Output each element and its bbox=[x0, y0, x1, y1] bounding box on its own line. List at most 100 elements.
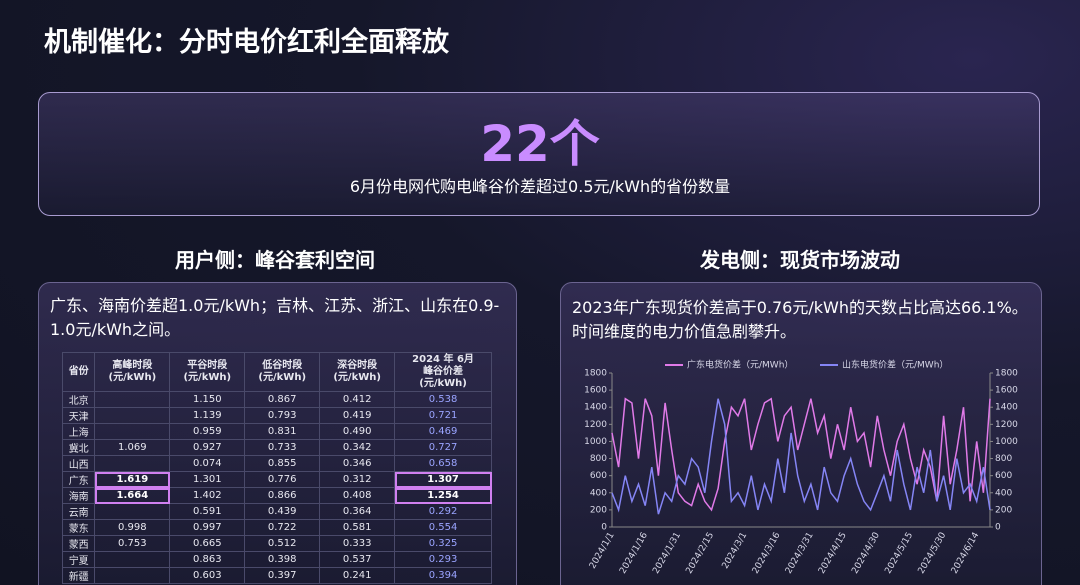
table-cell: 0.866 bbox=[244, 487, 321, 504]
left-note: 广东、海南价差超1.0元/kWh；吉林、江苏、浙江、山东在0.9-1.0元/kW… bbox=[50, 296, 500, 339]
table-row: 北京 1.150 0.867 0.412 0.538 bbox=[61, 391, 492, 408]
table-row: 天津 1.139 0.793 0.419 0.721 bbox=[61, 407, 492, 424]
y2-tick-label: 200 bbox=[995, 505, 1012, 515]
column-header: 省份 bbox=[61, 352, 96, 392]
column-header: 2024 年 6月 峰谷价差 (元/kWh) bbox=[394, 352, 492, 392]
table-cell: 北京 bbox=[61, 391, 96, 408]
table-cell: 1.150 bbox=[169, 391, 246, 408]
table-row: 新疆 0.603 0.397 0.241 0.394 bbox=[61, 567, 492, 584]
table-cell: 新疆 bbox=[61, 567, 96, 584]
x-tick-label: 2024/4/30 bbox=[850, 531, 882, 576]
table-cell: 冀北 bbox=[61, 439, 96, 456]
table-cell: 0.733 bbox=[244, 439, 321, 456]
table-cell: 0.581 bbox=[319, 519, 396, 536]
column-header: 高峰时段 (元/kWh) bbox=[94, 352, 171, 392]
x-tick-label: 2024/5/30 bbox=[917, 531, 949, 576]
banner-caption: 6月份电网代购电峰谷价差超过0.5元/kWh的省份数量 bbox=[349, 177, 731, 196]
right-panel bbox=[560, 282, 1042, 585]
y2-tick-label: 800 bbox=[995, 454, 1012, 464]
table-cell bbox=[94, 455, 171, 472]
table-cell: 0.293 bbox=[394, 551, 492, 568]
legend-label: 山东电货价差（元/MWh） bbox=[842, 359, 948, 371]
left-heading: 用户侧：峰谷套利空间 bbox=[175, 248, 375, 272]
table-cell: 0.538 bbox=[394, 391, 492, 408]
table-cell: 0.722 bbox=[244, 519, 321, 536]
table-cell: 0.292 bbox=[394, 503, 492, 520]
table-cell: 山西 bbox=[61, 455, 96, 472]
column-header: 低谷时段 (元/kWh) bbox=[244, 352, 321, 392]
title: 机制催化：分时电价红利全面释放 bbox=[44, 27, 449, 58]
y2-tick-label: 1000 bbox=[995, 437, 1018, 447]
table-cell: 1.619 bbox=[94, 471, 171, 488]
y-tick-label: 1800 bbox=[584, 369, 607, 379]
y-tick-label: 200 bbox=[590, 505, 607, 515]
table-cell: 0.346 bbox=[319, 455, 396, 472]
table-row: 广东 1.619 1.301 0.776 0.312 1.307 bbox=[61, 471, 492, 488]
table-cell: 0.394 bbox=[394, 567, 492, 584]
table-cell: 0.408 bbox=[319, 487, 396, 504]
table-cell: 0.333 bbox=[319, 535, 396, 552]
table-cell: 0.665 bbox=[169, 535, 246, 552]
y-tick-label: 1600 bbox=[584, 386, 607, 396]
table-cell: 1.139 bbox=[169, 407, 246, 424]
x-tick-label: 2024/1/31 bbox=[651, 531, 683, 576]
table-cell: 海南 bbox=[61, 487, 96, 504]
x-tick-label: 2024/1/1 bbox=[588, 531, 617, 571]
table-cell bbox=[94, 551, 171, 568]
column-header: 平谷时段 (元/kWh) bbox=[169, 352, 246, 392]
x-tick-label: 2024/4/15 bbox=[817, 531, 849, 576]
table-cell: 0.793 bbox=[244, 407, 321, 424]
column-header: 深谷时段 (元/kWh) bbox=[319, 352, 396, 392]
table-cell bbox=[94, 567, 171, 584]
y-tick-label: 1200 bbox=[584, 420, 607, 430]
table-cell: 0.074 bbox=[169, 455, 246, 472]
table-cell: 天津 bbox=[61, 407, 96, 424]
table-cell bbox=[94, 391, 171, 408]
banner-number: 22个 bbox=[480, 115, 600, 173]
y2-tick-label: 400 bbox=[995, 488, 1012, 498]
table-cell: 0.721 bbox=[394, 407, 492, 424]
table-cell: 广东 bbox=[61, 471, 96, 488]
table-cell: 1.301 bbox=[169, 471, 246, 488]
table-cell: 0.537 bbox=[319, 551, 396, 568]
table-row: 海南 1.664 1.402 0.866 0.408 1.254 bbox=[61, 487, 492, 504]
table-cell: 1.069 bbox=[94, 439, 171, 456]
table-cell: 0.997 bbox=[169, 519, 246, 536]
table-cell: 0.831 bbox=[244, 423, 321, 440]
y2-tick-label: 1800 bbox=[995, 369, 1018, 379]
table-cell: 1.402 bbox=[169, 487, 246, 504]
y-tick-label: 800 bbox=[590, 454, 607, 464]
table-row: 宁夏 0.863 0.398 0.537 0.293 bbox=[61, 551, 492, 568]
series-line bbox=[611, 397, 991, 512]
table-row: 山西 0.074 0.855 0.346 0.658 bbox=[61, 455, 492, 472]
x-tick-label: 2024/6/14 bbox=[950, 531, 982, 576]
table-cell: 0.469 bbox=[394, 423, 492, 440]
y-tick-label: 600 bbox=[590, 471, 607, 481]
y2-tick-label: 1600 bbox=[995, 386, 1018, 396]
table-row: 蒙西 0.753 0.665 0.512 0.333 0.325 bbox=[61, 535, 492, 552]
table-cell: 0.727 bbox=[394, 439, 492, 456]
table-cell: 0.867 bbox=[244, 391, 321, 408]
x-tick-label: 2024/3/16 bbox=[751, 531, 783, 576]
right-heading: 发电侧：现货市场波动 bbox=[700, 248, 900, 272]
table-cell: 0.412 bbox=[319, 391, 396, 408]
table-row: 云南 0.591 0.439 0.364 0.292 bbox=[61, 503, 492, 520]
table-cell: 蒙东 bbox=[61, 519, 96, 536]
banner bbox=[38, 92, 1040, 216]
right-note: 2023年广东现货价差高于0.76元/kWh的天数占比高达66.1%。时间维度的… bbox=[572, 298, 1028, 341]
y-tick-label: 1400 bbox=[584, 403, 607, 413]
table-cell: 云南 bbox=[61, 503, 96, 520]
table-cell: 0.998 bbox=[94, 519, 171, 536]
table-cell: 1.307 bbox=[394, 471, 492, 488]
x-tick-label: 2024/2/15 bbox=[684, 531, 716, 576]
series-line bbox=[611, 398, 991, 515]
x-tick-label: 2024/3/1 bbox=[721, 531, 750, 571]
table-cell: 0.776 bbox=[244, 471, 321, 488]
table-cell: 上海 bbox=[61, 423, 96, 440]
table-cell bbox=[94, 407, 171, 424]
legend-label: 广东电货价差（元/MWh） bbox=[687, 359, 793, 371]
table-cell: 宁夏 bbox=[61, 551, 96, 568]
table-cell: 0.512 bbox=[244, 535, 321, 552]
table-cell: 0.753 bbox=[94, 535, 171, 552]
